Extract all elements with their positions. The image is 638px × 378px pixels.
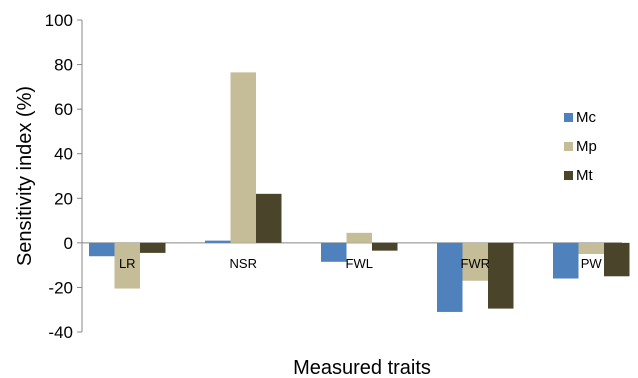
plot-area: -40 -20 0 20 40 60 80 100 LR NSR FWL FWR PW: [45, 11, 630, 342]
legend-swatch: [564, 171, 573, 180]
bar-mc-lr: [89, 242, 115, 257]
bar-mt-lr: [140, 242, 166, 253]
x-axis-title: Measured traits: [293, 357, 431, 378]
bar-mt-fwr: [488, 242, 514, 309]
bar-mt-pw: [604, 242, 630, 277]
category-label: NSR: [230, 256, 257, 271]
category-label: PW: [581, 256, 603, 271]
legend-label: Mc: [576, 109, 596, 126]
bar-mp-lr: [114, 242, 140, 289]
legend-label: Mt: [576, 167, 593, 184]
bar-mp-pw: [578, 242, 604, 254]
bar-mp-fwl: [346, 232, 372, 243]
bar-mp-nsr: [230, 72, 256, 243]
legend-swatch: [564, 113, 573, 122]
y-tick-label: -20: [48, 278, 73, 297]
bar-mc-fwr: [437, 242, 463, 312]
bar-mp-fwr: [462, 242, 488, 281]
y-tick-label: -40: [48, 323, 73, 342]
y-axis-title: Sensitivity index (%): [14, 86, 36, 266]
category-label: LR: [119, 256, 136, 271]
y-tick-label: 0: [64, 234, 73, 253]
category-label: FWR: [460, 256, 490, 271]
y-tick-label: 40: [54, 145, 73, 164]
bar-mt-nsr: [256, 193, 282, 243]
category-label: FWL: [346, 256, 373, 271]
bar-mc-pw: [553, 242, 579, 279]
legend-label: Mp: [576, 138, 597, 155]
y-tick-label: 100: [45, 11, 73, 30]
y-tick-label: 80: [54, 56, 73, 75]
legend: Mc Mp Mt: [564, 109, 597, 184]
bar-mt-fwl: [372, 242, 398, 251]
bar-mc-fwl: [321, 242, 347, 262]
y-tick-label: 60: [54, 100, 73, 119]
bar-mc-nsr: [205, 240, 231, 243]
y-tick-label: 20: [54, 189, 73, 208]
legend-swatch: [564, 142, 573, 151]
